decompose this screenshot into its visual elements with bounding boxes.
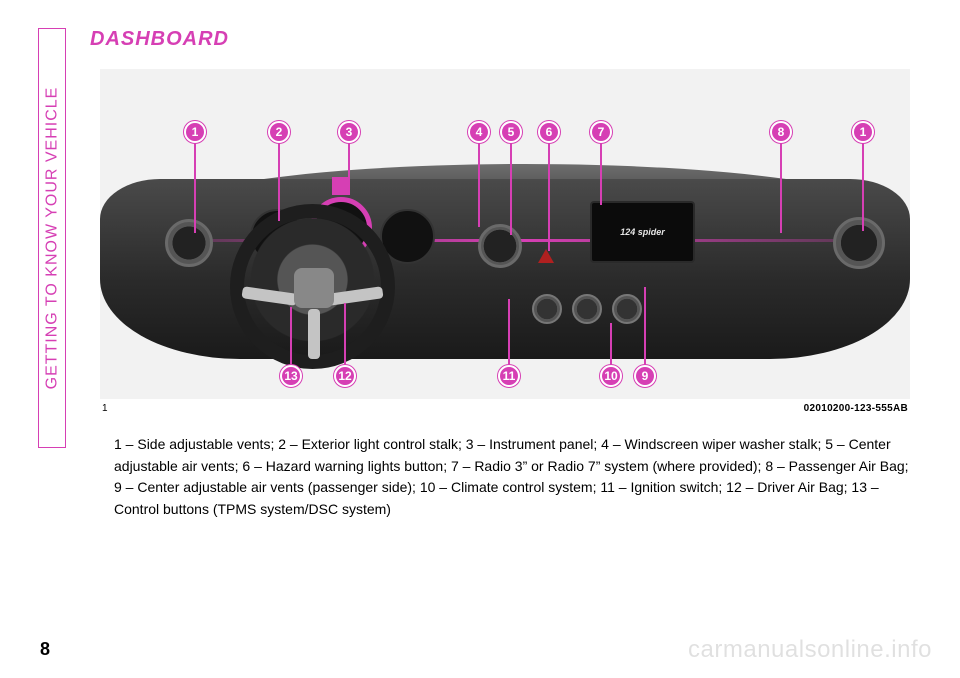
watermark-text: carmanualsonline.info bbox=[688, 636, 932, 664]
callout-bubble-7: 7 bbox=[590, 121, 612, 143]
wheel-hub-airbag bbox=[294, 268, 334, 308]
page-title: DASHBOARD bbox=[90, 28, 920, 51]
dashboard-figure: 124 spider 1 2 3 4 5 6 7 8 1 13 12 11 10… bbox=[100, 69, 910, 399]
steering-wheel bbox=[230, 204, 395, 369]
callout-line bbox=[548, 143, 550, 251]
callout-bubble-6: 6 bbox=[538, 121, 560, 143]
wheel-spoke-right bbox=[327, 286, 383, 306]
climate-knob-2 bbox=[572, 294, 602, 324]
manual-page: GETTING TO KNOW YOUR VEHICLE DASHBOARD bbox=[0, 0, 960, 678]
callout-bubble-1: 1 bbox=[184, 121, 206, 143]
callout-line bbox=[600, 143, 602, 205]
figure-legend: 1 – Side adjustable vents; 2 – Exterior … bbox=[90, 434, 920, 521]
callout-line bbox=[862, 143, 864, 231]
section-tab-label: GETTING TO KNOW YOUR VEHICLE bbox=[43, 87, 61, 390]
callout-line bbox=[610, 323, 612, 367]
side-vent-left bbox=[165, 219, 213, 267]
callout-bubble-2: 2 bbox=[268, 121, 290, 143]
infotainment-screen: 124 spider bbox=[590, 201, 695, 263]
callout-bubble-8: 8 bbox=[770, 121, 792, 143]
callout-bubble-3: 3 bbox=[338, 121, 360, 143]
callout-line bbox=[508, 299, 510, 367]
callout-bubble-4: 4 bbox=[468, 121, 490, 143]
callout-line bbox=[348, 143, 350, 193]
callout-line bbox=[278, 143, 280, 221]
figure-container: 124 spider 1 2 3 4 5 6 7 8 1 13 12 11 10… bbox=[100, 69, 910, 428]
callout-bubble-11: 11 bbox=[498, 365, 520, 387]
callout-line bbox=[290, 307, 292, 367]
climate-knob-3 bbox=[612, 294, 642, 324]
wheel-spoke-bottom bbox=[308, 309, 320, 359]
callout-line bbox=[780, 143, 782, 233]
climate-knob-1 bbox=[532, 294, 562, 324]
callout-line bbox=[644, 287, 646, 367]
callout-line bbox=[510, 143, 512, 235]
center-vent bbox=[478, 224, 522, 268]
callout-line bbox=[478, 143, 480, 227]
figure-number: 1 bbox=[102, 403, 108, 414]
figure-caption-row: 1 02010200-123-555AB bbox=[100, 399, 910, 428]
callout-bubble-10: 10 bbox=[600, 365, 622, 387]
callout-bubble-5: 5 bbox=[500, 121, 522, 143]
callout-bubble-1r: 1 bbox=[852, 121, 874, 143]
callout-line bbox=[344, 303, 346, 367]
side-vent-right bbox=[833, 217, 885, 269]
callout-line bbox=[194, 143, 196, 233]
callout-bubble-12: 12 bbox=[334, 365, 356, 387]
dashboard-body bbox=[100, 179, 910, 359]
figure-code: 02010200-123-555AB bbox=[804, 403, 908, 414]
section-tab: GETTING TO KNOW YOUR VEHICLE bbox=[38, 28, 66, 448]
callout-bubble-13: 13 bbox=[280, 365, 302, 387]
screen-logo-text: 124 spider bbox=[620, 227, 665, 237]
page-number: 8 bbox=[40, 639, 50, 660]
wheel-spoke-left bbox=[241, 286, 297, 306]
callout-bubble-9: 9 bbox=[634, 365, 656, 387]
